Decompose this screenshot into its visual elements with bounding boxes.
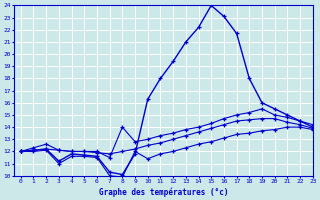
X-axis label: Graphe des températures (°c): Graphe des températures (°c) (99, 187, 228, 197)
